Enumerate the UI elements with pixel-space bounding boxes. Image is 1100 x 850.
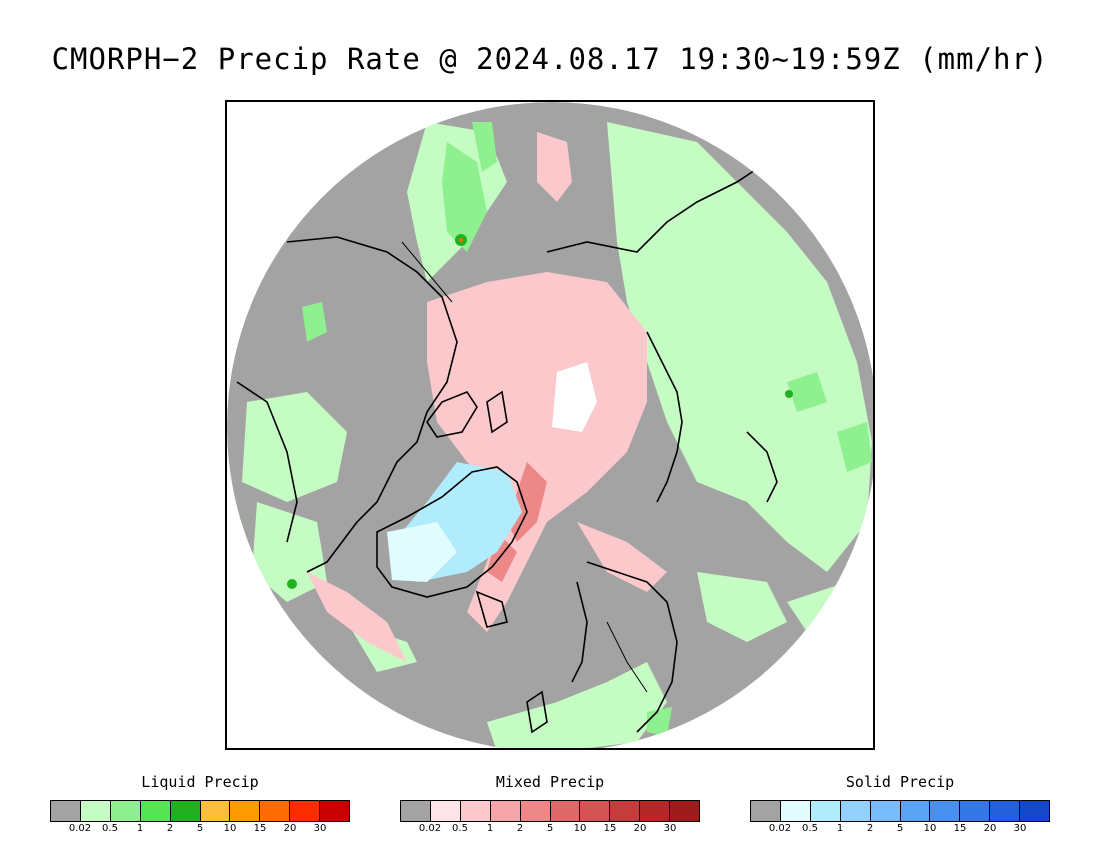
legend-liquid-swatch [51, 801, 81, 821]
mixed-precip-areas [307, 132, 667, 662]
map-title: CMORPH−2 Precip Rate @ 2024.08.17 19:30~… [51, 42, 1049, 76]
legend-liquid-swatch [170, 801, 201, 821]
legend-solid-tick: 30 [1013, 823, 1027, 834]
legend-mixed-colorbar [400, 800, 700, 822]
legend-liquid-swatch [260, 801, 291, 821]
legend-mixed-swatch [640, 801, 671, 821]
legend-solid-swatch [780, 801, 811, 821]
legend-mixed-swatch [550, 801, 581, 821]
legend-solid-swatch [840, 801, 871, 821]
heavy-cell [459, 238, 463, 242]
legend-mixed-tick: 30 [663, 823, 677, 834]
legend-liquid-swatch [200, 801, 231, 821]
legend-solid-swatch [1020, 801, 1050, 821]
legend-liquid: Liquid Precip 0.02 0.5 1 2 5 10 15 20 30 [50, 772, 350, 836]
legend-liquid-tick: 5 [196, 823, 204, 834]
legend-liquid-tick: 30 [313, 823, 327, 834]
legend-mixed-swatch [520, 801, 551, 821]
legend-liquid-tick: 0.5 [102, 823, 118, 834]
legend-liquid-tick: 0.02 [68, 823, 92, 834]
legend-mixed-swatch [460, 801, 491, 821]
legend-mixed-swatch [401, 801, 431, 821]
boundaries [401, 241, 648, 693]
liquid-moderate-areas [302, 122, 872, 737]
legend-solid-ticks: 0.02 0.5 1 2 5 10 15 20 30 [750, 822, 1050, 836]
legend-mixed: Mixed Precip 0.02 0.5 1 2 5 10 15 20 30 [400, 772, 700, 836]
solid-light-area [387, 522, 457, 582]
legend-solid-swatch [751, 801, 781, 821]
legend-solid-tick: 0.5 [802, 823, 818, 834]
legend-mixed-tick: 0.02 [418, 823, 442, 834]
legend-mixed-tick: 2 [516, 823, 524, 834]
legend-solid-title: Solid Precip [845, 773, 955, 791]
snow-free-zone [552, 362, 597, 432]
legend-solid-tick: 20 [983, 823, 997, 834]
legend-mixed-swatch [670, 801, 700, 821]
legend-solid-swatch [870, 801, 901, 821]
legend-liquid-tick: 10 [223, 823, 237, 834]
legend-solid-tick: 1 [836, 823, 844, 834]
legend-solid-tick: 10 [923, 823, 937, 834]
legend-liquid-tick: 20 [283, 823, 297, 834]
legend-solid-swatch [900, 801, 931, 821]
legend-liquid-colorbar [50, 800, 350, 822]
legend-liquid-title: Liquid Precip [141, 773, 259, 791]
legend-mixed-tick: 20 [633, 823, 647, 834]
legend-mixed-tick: 15 [603, 823, 617, 834]
legend-solid-swatch [810, 801, 841, 821]
legend-solid-tick: 0.02 [768, 823, 792, 834]
legend-mixed-swatch [430, 801, 461, 821]
legend-liquid-swatch [80, 801, 111, 821]
legend-mixed-tick: 5 [546, 823, 554, 834]
polar-precip-map [225, 100, 875, 750]
legend-mixed-tick: 10 [573, 823, 587, 834]
legend-liquid-swatch [230, 801, 261, 821]
legend-mixed-tick: 1 [486, 823, 494, 834]
legend-solid-tick: 2 [866, 823, 874, 834]
legend-liquid-swatch [290, 801, 321, 821]
legend-mixed-tick: 0.5 [452, 823, 468, 834]
legend-solid-swatch [960, 801, 991, 821]
legend-solid-tick: 15 [953, 823, 967, 834]
legend-liquid-tick: 15 [253, 823, 267, 834]
legend-liquid-swatch [140, 801, 171, 821]
legend-liquid-ticks: 0.02 0.5 1 2 5 10 15 20 30 [50, 822, 350, 836]
legend-solid-colorbar [750, 800, 1050, 822]
legend-mixed-swatch [610, 801, 641, 821]
legend-solid-swatch [930, 801, 961, 821]
legend-liquid-tick: 2 [166, 823, 174, 834]
legend-liquid-swatch [320, 801, 350, 821]
legend-mixed-title: Mixed Precip [495, 773, 605, 791]
legend-solid-swatch [990, 801, 1021, 821]
legend-liquid-swatch [110, 801, 141, 821]
legend-liquid-tick: 1 [136, 823, 144, 834]
legend-mixed-swatch [490, 801, 521, 821]
legend-solid: Solid Precip 0.02 0.5 1 2 5 10 15 20 30 [750, 772, 1050, 836]
legend-solid-tick: 5 [896, 823, 904, 834]
legend-mixed-swatch [580, 801, 611, 821]
legend-mixed-ticks: 0.02 0.5 1 2 5 10 15 20 30 [400, 822, 700, 836]
